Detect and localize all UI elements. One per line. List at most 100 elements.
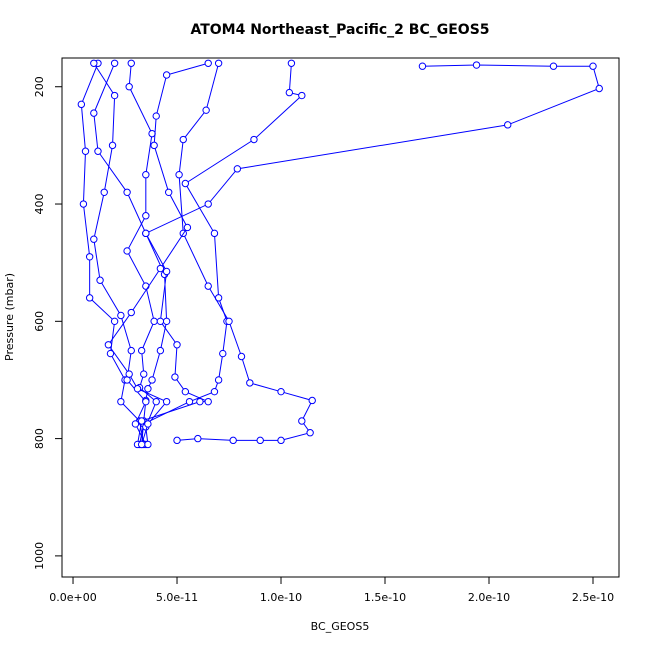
y-tick-label: 200 [33,76,46,97]
chart-title: ATOM4 Northeast_Pacific_2 BC_GEOS5 [190,22,489,38]
data-point [204,397,212,406]
data-point [127,308,135,317]
data-point [156,346,165,355]
data-point [250,135,258,144]
data-point [173,341,181,349]
data-point [181,387,190,396]
data-point [549,62,558,70]
data-point [225,317,233,326]
data-point [194,434,202,443]
data-point [204,200,212,208]
data-point [110,59,119,67]
data-point [306,429,314,437]
data-point [142,171,150,179]
data-point [152,397,160,406]
data-point [164,188,173,196]
data-point [90,59,98,67]
y-tick-label: 600 [33,311,46,332]
data-point [181,179,190,188]
data-point [110,317,119,326]
data-point [308,396,316,405]
profile-line [176,63,313,441]
data-point [237,352,246,361]
data-point [277,436,285,445]
data-point [144,385,152,393]
profile-line [139,63,303,445]
data-point [150,141,158,150]
data-point [285,88,294,97]
data-point [298,417,306,425]
data-point [100,188,108,196]
data-point [204,282,212,290]
data-point [117,397,125,406]
x-tick-label: 0.0e+00 [49,591,96,604]
x-tick-label: 2.5e-10 [572,591,614,604]
y-tick-label: 800 [33,428,46,449]
profile-line [93,63,147,445]
data-point [472,61,481,69]
y-axis-label: Pressure (mbar) [3,273,16,361]
data-point [214,59,223,67]
data-point [418,62,427,70]
data-point [148,129,156,138]
data-point [173,436,181,445]
data-point [156,317,165,326]
data-point [277,387,285,396]
data-point [210,387,219,396]
data-point [96,276,104,284]
data-point [117,311,125,320]
data-point [287,59,296,67]
data-point [127,346,135,355]
data-point [106,349,115,358]
data-point [110,91,119,100]
data-point [90,235,98,243]
data-point [133,385,142,393]
plot-box [61,57,620,578]
data-point [125,370,133,378]
data-point [108,141,117,150]
data-point [144,440,152,449]
data-point [162,397,171,406]
data-point [246,379,254,387]
data-point [156,264,165,273]
data-point [229,436,237,445]
data-point [504,121,512,129]
data-point [104,341,113,349]
data-point [90,109,98,117]
data-point [196,397,204,406]
data-point [85,253,94,261]
data-point [85,294,94,302]
profile-line [107,62,209,445]
data-point [595,84,603,93]
y-tick-label: 400 [33,194,46,215]
data-point [148,376,156,384]
data-point [140,370,148,378]
data-point [233,165,242,173]
data-point [256,436,264,445]
data-point [79,200,88,208]
data-point [142,397,150,406]
x-tick-label: 1.0e-10 [260,591,302,604]
x-tick-label: 1.5e-10 [364,591,406,604]
data-point [137,417,146,425]
data-point [298,91,306,100]
x-tick-label: 5.0e-11 [156,591,198,604]
data-point [152,112,160,120]
data-point [81,147,90,155]
data-point [125,83,133,91]
data-point [204,59,212,67]
data-point [210,229,219,238]
data-point [162,267,171,276]
y-tick-label: 1000 [33,542,46,570]
data-point [179,135,187,144]
data-point [142,229,150,238]
data-point [202,106,210,114]
data-point [137,346,146,355]
data-point [175,171,183,179]
data-point [162,71,171,79]
data-point [123,247,131,255]
data-point [127,59,135,67]
data-point [77,100,86,109]
